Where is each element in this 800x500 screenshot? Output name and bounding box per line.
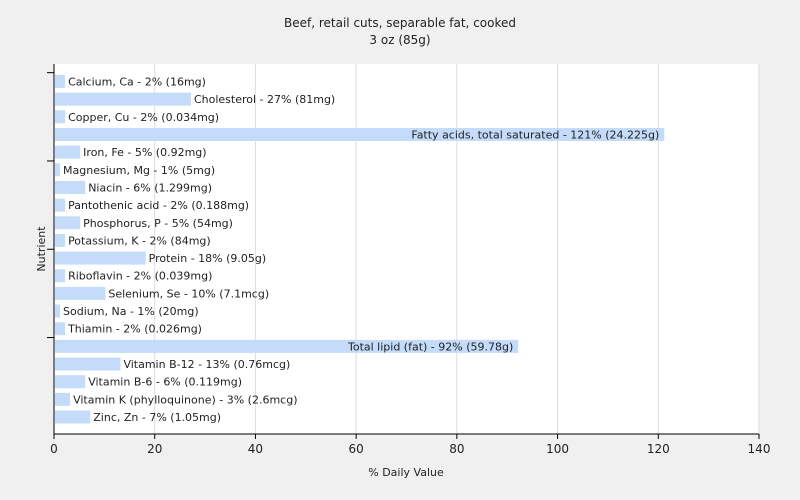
y-ticks [47, 72, 54, 339]
bar-label: Iron, Fe - 5% (0.92mg) [83, 146, 206, 159]
bar-label: Vitamin K (phylloquinone) - 3% (2.6mcg) [73, 393, 297, 406]
bar-label: Magnesium, Mg - 1% (5mg) [63, 164, 215, 177]
bar [55, 92, 191, 106]
x-tick-label: 20 [147, 442, 162, 456]
bar-label: Potassium, K - 2% (84mg) [68, 234, 211, 247]
x-tick-label: 120 [647, 442, 670, 456]
x-axis-label: % Daily Value [368, 466, 444, 479]
x-tick-label: 80 [449, 442, 464, 456]
bar-label: Calcium, Ca - 2% (16mg) [68, 76, 206, 89]
chart-subtitle: 3 oz (85g) [369, 33, 430, 47]
bar [55, 145, 81, 159]
bar [55, 198, 66, 212]
bar-label: Vitamin B-12 - 13% (0.76mcg) [123, 358, 290, 371]
bar [55, 304, 61, 318]
x-tick-label: 40 [248, 442, 263, 456]
x-ticks: 0 20 40 60 80 100 120 140 [50, 434, 770, 456]
bar [55, 75, 66, 88]
bar-label: Cholesterol - 27% (81mg) [194, 93, 335, 106]
bar-label: Niacin - 6% (1.299mg) [88, 181, 212, 194]
bar [55, 127, 665, 141]
bar-label: Protein - 18% (9.05g) [149, 252, 267, 265]
bar [55, 357, 121, 371]
bar-label: Pantothenic acid - 2% (0.188mg) [68, 199, 249, 212]
bar-label: Selenium, Se - 10% (7.1mcg) [108, 287, 269, 300]
bar [55, 110, 66, 124]
bars: Calcium, Ca - 2% (16mg) Cholesterol - 27%… [55, 75, 665, 424]
bar [55, 410, 91, 424]
x-tick-label: 100 [546, 442, 569, 456]
bar-label: Copper, Cu - 2% (0.034mg) [68, 111, 219, 124]
bar-label: Total lipid (fat) - 92% (59.78g) [347, 340, 513, 353]
chart-title: Beef, retail cuts, separable fat, cooked [284, 16, 516, 30]
x-tick-label: 60 [349, 442, 364, 456]
bar [55, 216, 81, 230]
x-tick-label: 140 [748, 442, 771, 456]
bar-label: Vitamin B-6 - 6% (0.119mg) [88, 376, 242, 389]
bar [55, 322, 66, 336]
bar [55, 286, 106, 300]
grid-lines [154, 64, 760, 434]
bar [55, 339, 519, 353]
bar [55, 392, 71, 406]
bar-label: Zinc, Zn - 7% (1.05mg) [93, 411, 221, 424]
bar-label: Fatty acids, total saturated - 121% (24.… [411, 128, 659, 141]
x-tick-label: 0 [50, 442, 58, 456]
bar-label: Riboflavin - 2% (0.039mg) [68, 270, 212, 283]
bar [55, 163, 61, 177]
bar [55, 375, 86, 389]
bar [55, 180, 86, 194]
bar [55, 233, 66, 247]
plot-area [54, 64, 759, 434]
bar-label: Thiamin - 2% (0.026mg) [67, 323, 202, 336]
bar [55, 269, 66, 283]
bar-label: Phosphorus, P - 5% (54mg) [83, 217, 233, 230]
y-axis-label: Nutrient [35, 226, 48, 272]
bar-label: Sodium, Na - 1% (20mg) [63, 305, 199, 318]
bar [55, 251, 146, 265]
